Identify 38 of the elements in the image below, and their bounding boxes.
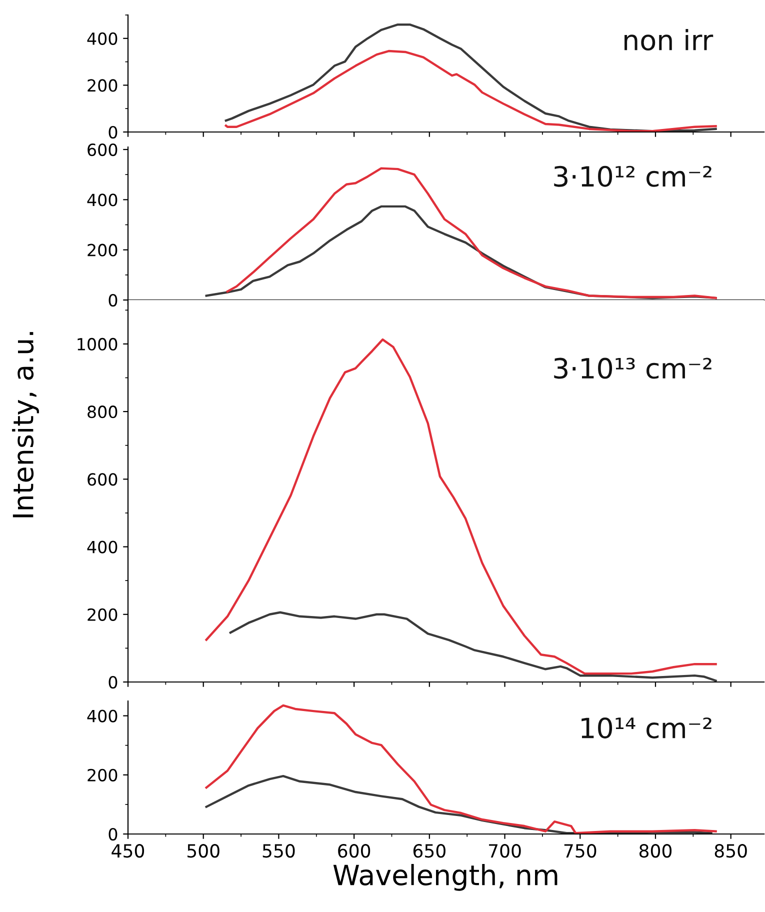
y-tick-label: 0	[108, 294, 118, 307]
y-tick-label: 600	[88, 143, 118, 156]
y-tick-label: 400	[87, 194, 118, 206]
x-tick-label: 550	[262, 844, 295, 858]
x-tick-label: 800	[639, 844, 672, 858]
y-tick-label: 200	[88, 79, 118, 92]
y-tick-label: 200	[88, 608, 118, 621]
y-tick-label: 400	[87, 540, 118, 554]
y-tick-label: 0	[108, 126, 118, 139]
line-series	[224, 50, 717, 132]
x-axis-title: Wavelength, nm	[333, 864, 558, 891]
annotation: 3·10¹³ cm⁻²	[554, 358, 712, 379]
line-series	[205, 338, 717, 675]
annotation: 10¹⁴ cm⁻²	[582, 717, 712, 738]
y-axis-title: Intensity, a.u.	[12, 332, 39, 518]
x-tick-label: 450	[112, 844, 144, 858]
y-tick-label: 400	[87, 32, 118, 45]
line-series	[205, 774, 712, 834]
x-tick-label: 850	[714, 844, 747, 858]
line-series	[224, 23, 717, 132]
y-tick-label: 200	[88, 244, 118, 256]
x-tick-label: 750	[564, 844, 596, 858]
line-series	[205, 704, 717, 834]
y-tick-label: 600	[88, 473, 118, 486]
x-tick-label: 700	[489, 844, 521, 858]
line-series	[226, 167, 717, 300]
y-tick-label: 800	[88, 406, 118, 418]
y-tick-label: 0	[108, 676, 118, 689]
y-tick-label: 400	[87, 710, 118, 722]
x-tick-label: 500	[188, 844, 220, 858]
x-tick-label: 600	[338, 844, 370, 858]
line-series	[229, 611, 717, 682]
annotation: 3·10¹² cm⁻²	[554, 166, 712, 187]
annotation: non irr	[624, 29, 714, 51]
x-tick-label: 650	[413, 844, 446, 858]
y-tick-label: 0	[108, 828, 118, 841]
y-tick-label: 200	[88, 768, 118, 782]
y-tick-label: 1000	[78, 338, 118, 351]
